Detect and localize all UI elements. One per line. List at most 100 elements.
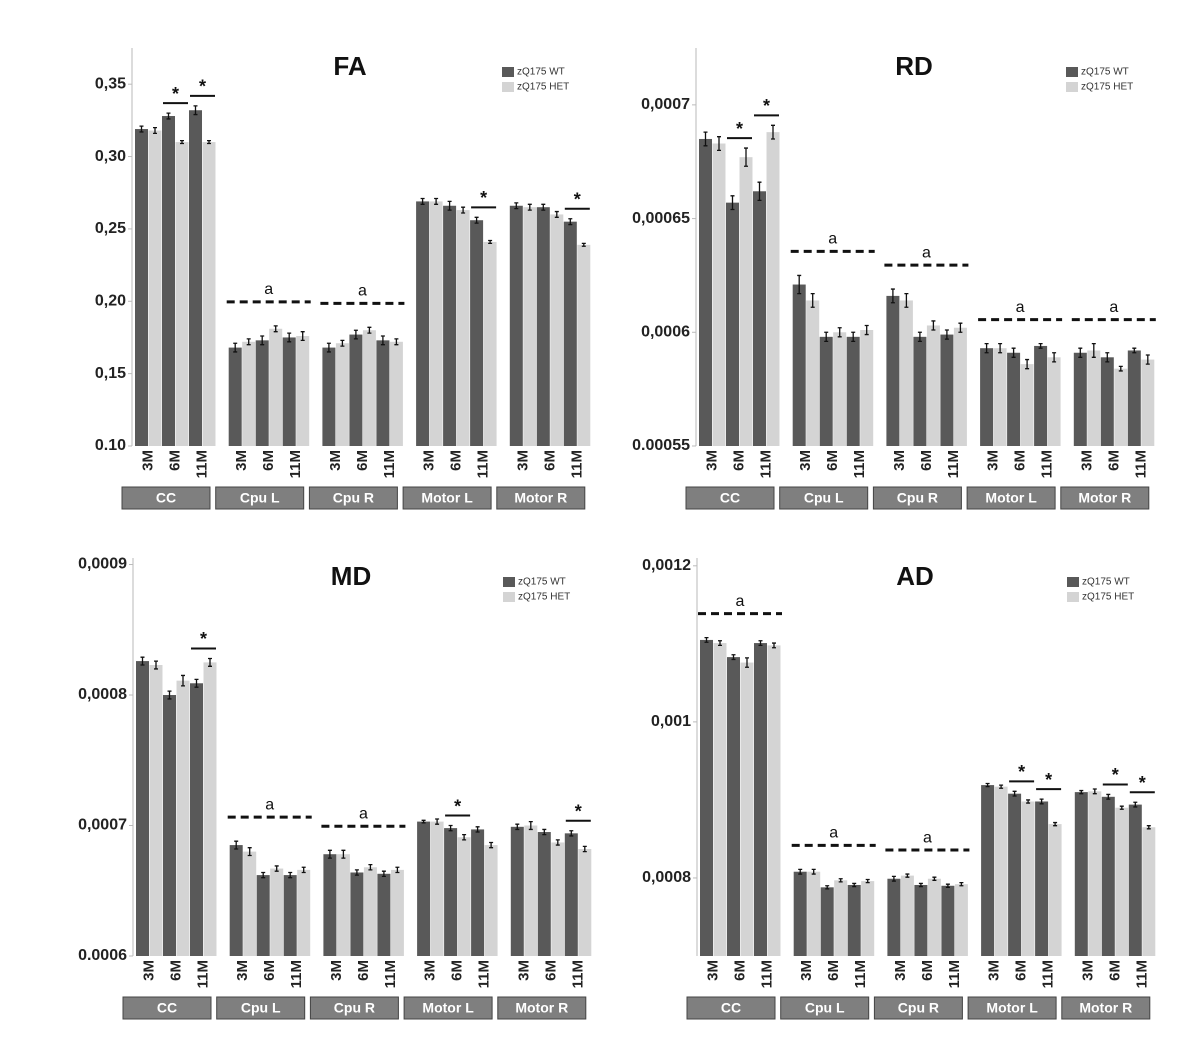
group-label: CC	[721, 1000, 741, 1016]
bar	[1141, 359, 1155, 446]
error-bar	[704, 636, 709, 643]
error-bar	[1133, 801, 1138, 808]
error-bar	[717, 136, 721, 151]
error-bar	[488, 239, 493, 245]
bar	[981, 785, 995, 956]
age-label: 6M	[541, 450, 558, 471]
error-bar	[1118, 365, 1123, 372]
group-label: Motor R	[1079, 1000, 1132, 1016]
group-box	[121, 486, 211, 510]
error-bar	[514, 202, 519, 210]
error-bar	[731, 654, 736, 661]
error-bar	[434, 197, 439, 205]
legend-label: zQ175 WT	[517, 67, 565, 78]
error-bar	[1119, 805, 1124, 810]
age-label: 11M	[569, 960, 586, 988]
bar	[1020, 364, 1034, 446]
significance-mark: *	[763, 96, 770, 116]
age-label: 3M	[234, 960, 251, 981]
bar	[994, 786, 1008, 956]
group-label: CC	[157, 1000, 177, 1016]
bar	[699, 138, 712, 446]
error-bar	[341, 849, 346, 859]
bar	[417, 821, 431, 956]
bar	[377, 873, 391, 956]
chart-title: FA	[333, 51, 366, 81]
age-label: 3M	[139, 450, 156, 471]
error-bar	[1053, 821, 1058, 827]
y-tick-label: 0,20	[95, 292, 126, 309]
bar	[523, 207, 537, 446]
bar	[162, 116, 175, 446]
bar	[456, 210, 470, 446]
age-label: 6M	[1105, 450, 1122, 471]
legend-swatch	[1067, 577, 1079, 587]
y-tick-label: 0.10	[95, 437, 126, 454]
bar	[297, 869, 311, 956]
error-bar	[1146, 825, 1151, 830]
age-label: 11M	[476, 960, 493, 988]
group-annotation: a	[1016, 299, 1025, 316]
age-label: 3M	[1078, 450, 1095, 471]
bar	[349, 334, 363, 446]
error-bar	[999, 784, 1004, 789]
error-bar	[246, 338, 251, 346]
legend-swatch	[502, 82, 514, 92]
error-bar	[139, 125, 144, 133]
error-bar	[1092, 788, 1097, 795]
bar	[135, 129, 148, 446]
bar	[563, 221, 577, 446]
bar	[1101, 796, 1115, 956]
bar	[229, 845, 243, 956]
age-label: 3M	[703, 450, 720, 471]
error-bar	[1025, 358, 1030, 370]
error-bar	[381, 870, 386, 878]
age-label: 3M	[1079, 960, 1096, 981]
bar	[754, 643, 767, 956]
error-bar	[287, 332, 292, 343]
age-label: 3M	[327, 450, 344, 471]
error-bar	[1026, 799, 1031, 804]
age-label: 3M	[797, 450, 814, 471]
bar	[243, 851, 257, 956]
age-label: 6M	[355, 960, 372, 981]
bar	[564, 833, 578, 956]
age-label: 6M	[167, 960, 184, 981]
age-label: 6M	[261, 960, 278, 981]
bar	[712, 143, 726, 446]
legend-label: zQ175 HET	[1082, 592, 1134, 603]
significance-mark: *	[1139, 773, 1146, 793]
legend-label: zQ175 WT	[1082, 577, 1130, 588]
group-label: Motor L	[985, 490, 1037, 506]
age-label: 3M	[233, 450, 250, 471]
group-annotation: a	[1109, 299, 1118, 316]
bar	[176, 680, 190, 956]
bar	[846, 336, 860, 446]
bar	[792, 284, 806, 446]
y-tick-label: 0,00065	[632, 210, 690, 227]
age-label: 3M	[891, 450, 908, 471]
age-label: 11M	[852, 960, 869, 988]
bar	[363, 867, 377, 956]
significance-mark: *	[1045, 770, 1052, 790]
bar	[524, 825, 538, 956]
error-bar	[851, 331, 856, 343]
bar	[954, 884, 968, 956]
bar	[163, 695, 176, 956]
error-bar	[959, 881, 964, 887]
age-label: 11M	[1039, 450, 1056, 478]
group-label: Motor R	[515, 1000, 568, 1016]
error-bar	[474, 216, 479, 224]
legend-swatch	[503, 592, 515, 602]
bar	[913, 336, 927, 446]
bar	[430, 821, 444, 956]
significance-mark: *	[480, 188, 487, 208]
age-label: 11M	[758, 960, 775, 988]
group-box	[403, 996, 493, 1020]
error-bar	[931, 320, 936, 331]
age-label: 3M	[798, 960, 815, 981]
age-label: 3M	[515, 960, 532, 981]
error-bar	[944, 329, 949, 340]
y-tick-label: 0,0012	[642, 557, 691, 574]
